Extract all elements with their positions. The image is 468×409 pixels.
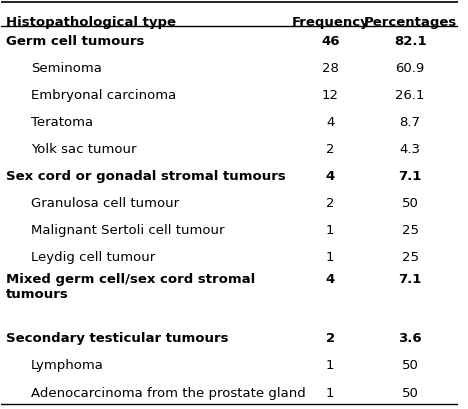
Text: Leydig cell tumour: Leydig cell tumour — [31, 251, 155, 264]
Text: 50: 50 — [402, 359, 418, 372]
Text: 4: 4 — [326, 273, 335, 285]
Text: 4: 4 — [326, 170, 335, 183]
Text: 50: 50 — [402, 197, 418, 210]
Text: Mixed germ cell/sex cord stromal
tumours: Mixed germ cell/sex cord stromal tumours — [6, 273, 255, 301]
Text: 7.1: 7.1 — [398, 170, 422, 183]
Text: Histopathological type: Histopathological type — [6, 16, 176, 29]
Text: Granulosa cell tumour: Granulosa cell tumour — [31, 197, 179, 210]
Text: 2: 2 — [326, 143, 335, 156]
Text: 25: 25 — [402, 251, 418, 264]
Text: 3.6: 3.6 — [398, 332, 422, 345]
Text: 46: 46 — [321, 35, 339, 48]
Text: Embryonal carcinoma: Embryonal carcinoma — [31, 89, 176, 102]
Text: 7.1: 7.1 — [398, 273, 422, 285]
Text: 12: 12 — [322, 89, 339, 102]
Text: 2: 2 — [326, 197, 335, 210]
Text: 1: 1 — [326, 386, 335, 399]
Text: 2: 2 — [326, 332, 335, 345]
Text: 1: 1 — [326, 224, 335, 237]
Text: 4.3: 4.3 — [400, 143, 421, 156]
Text: Frequency: Frequency — [291, 16, 369, 29]
Text: 1: 1 — [326, 251, 335, 264]
Text: Lymphoma: Lymphoma — [31, 359, 104, 372]
Text: Adenocarcinoma from the prostate gland: Adenocarcinoma from the prostate gland — [31, 386, 306, 399]
Text: 82.1: 82.1 — [394, 35, 426, 48]
Text: Yolk sac tumour: Yolk sac tumour — [31, 143, 137, 156]
Text: 50: 50 — [402, 386, 418, 399]
Text: Seminoma: Seminoma — [31, 62, 102, 75]
Text: Germ cell tumours: Germ cell tumours — [6, 35, 144, 48]
Text: 25: 25 — [402, 224, 418, 237]
Text: Malignant Sertoli cell tumour: Malignant Sertoli cell tumour — [31, 224, 225, 237]
Text: 8.7: 8.7 — [400, 116, 421, 129]
Text: Teratoma: Teratoma — [31, 116, 93, 129]
Text: 1: 1 — [326, 359, 335, 372]
Text: Sex cord or gonadal stromal tumours: Sex cord or gonadal stromal tumours — [6, 170, 285, 183]
Text: Percentages: Percentages — [364, 16, 457, 29]
Text: 4: 4 — [326, 116, 335, 129]
Text: 28: 28 — [322, 62, 339, 75]
Text: 26.1: 26.1 — [395, 89, 425, 102]
Text: 60.9: 60.9 — [395, 62, 425, 75]
Text: Secondary testicular tumours: Secondary testicular tumours — [6, 332, 228, 345]
